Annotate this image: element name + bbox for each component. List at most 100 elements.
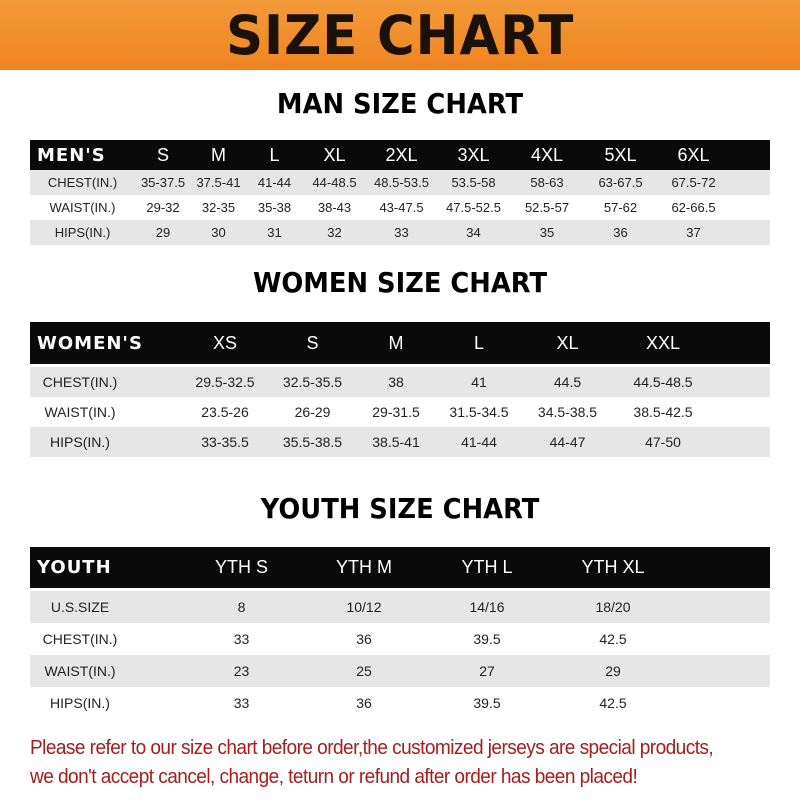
measurement-cell: 44.5-48.5 xyxy=(633,374,693,390)
size-chart-banner: SIZE CHART xyxy=(0,0,800,70)
measurement-cell: 41 xyxy=(471,374,487,390)
measurement-cell: 29 xyxy=(605,663,621,679)
measurement-cell: 35-38 xyxy=(257,200,292,215)
measurement-cell: 33 xyxy=(233,631,250,647)
measurement-cell: 35 xyxy=(539,225,555,240)
table-header-label: WOMEN'S xyxy=(37,332,143,354)
measurement-cell: 29 xyxy=(155,225,171,240)
row-label: HIPS(IN.) xyxy=(50,434,110,450)
measurement-cell: 14/16 xyxy=(469,599,505,615)
size-header: M xyxy=(211,144,226,165)
table-row: HIPS(IN.) 33-35.5 35.5-38.5 38.5-41 41-44 44-… xyxy=(30,427,770,457)
table-header-row: MEN'S S M L XL 2XL 3XL 4XL 5XL 6XL xyxy=(30,140,770,170)
measurement-cell: 25 xyxy=(356,663,372,679)
measurement-cell: 31 xyxy=(267,225,282,240)
row-label: WAIST(IN.) xyxy=(44,663,116,679)
banner-title: SIZE CHART xyxy=(225,3,575,67)
row-label: U.S.SIZE xyxy=(50,599,110,615)
row-label: CHEST(IN.) xyxy=(42,631,118,647)
measurement-cell: 10/12 xyxy=(346,599,382,615)
measurement-cell: 18/20 xyxy=(595,599,631,615)
measurement-cell: 29-31.5 xyxy=(372,404,420,420)
row-label: HIPS(IN.) xyxy=(54,225,111,240)
size-header: 6XL xyxy=(677,144,710,165)
row-label: WAIST(IN.) xyxy=(44,404,116,420)
measurement-cell: 47.5-52.5 xyxy=(446,200,501,215)
measurement-cell: 35.5-38.5 xyxy=(282,434,343,450)
measurement-cell: 27 xyxy=(479,663,495,679)
measurement-cell: 37 xyxy=(686,225,701,240)
measurement-cell: 8 xyxy=(237,599,246,615)
row-label: CHEST(IN.) xyxy=(42,374,118,390)
size-header: XXL xyxy=(645,332,681,353)
measurement-cell: 36 xyxy=(613,225,628,240)
measurement-cell: 29.5-32.5 xyxy=(195,374,255,390)
measurement-cell: 38.5-41 xyxy=(372,434,420,450)
measurement-cell: 26-29 xyxy=(294,404,331,420)
women-section-title: WOMEN SIZE CHART xyxy=(252,266,548,299)
measurement-cell: 34.5-38.5 xyxy=(537,404,598,420)
measurement-cell: 44.5 xyxy=(553,374,582,390)
size-header: M xyxy=(388,332,404,353)
size-header: YTH S xyxy=(214,557,268,577)
size-header: 5XL xyxy=(604,144,637,165)
women-size-table: WOMEN'S XS S M L XL XXL CHEST(IN.) 29.5-32.5 32.5… xyxy=(30,322,770,457)
measurement-cell: 36 xyxy=(356,695,372,711)
measurement-cell: 57-62 xyxy=(603,200,638,215)
measurement-cell: 62-66.5 xyxy=(671,200,716,215)
size-header: XS xyxy=(212,332,237,353)
measurement-cell: 33 xyxy=(394,225,409,240)
size-header: S xyxy=(156,144,169,165)
measurement-cell: 41-44 xyxy=(257,175,292,190)
table-header-row: WOMEN'S XS S M L XL XXL xyxy=(30,322,770,364)
measurement-cell: 47-50 xyxy=(645,434,681,450)
row-label: HIPS(IN.) xyxy=(50,695,110,711)
size-header: YTH L xyxy=(461,557,513,577)
measurement-cell: 38-43 xyxy=(317,200,352,215)
measurement-cell: 30 xyxy=(211,225,226,240)
table-row: CHEST(IN.) 33 36 39.5 42.5 xyxy=(30,623,770,655)
table-row: U.S.SIZE 8 10/12 14/16 18/20 xyxy=(30,591,770,623)
size-header: L xyxy=(473,332,484,353)
measurement-cell: 38 xyxy=(388,374,404,390)
measurement-cell: 36 xyxy=(356,631,372,647)
measurement-cell: 31.5-34.5 xyxy=(449,404,509,420)
table-row: CHEST(IN.) 35-37.5 37.5-41 41-44 44-48.5 48.5… xyxy=(30,170,770,195)
measurement-cell: 37.5-41 xyxy=(196,175,241,190)
measurement-cell: 32 xyxy=(327,225,342,240)
table-header-label: MEN'S xyxy=(37,144,106,166)
order-notice-line-1: Please refer to our size chart before or… xyxy=(30,736,714,759)
measurement-cell: 33-35.5 xyxy=(201,434,249,450)
measurement-cell: 44-47 xyxy=(549,434,586,450)
row-label: WAIST(IN.) xyxy=(49,200,116,215)
youth-section-title: YOUTH SIZE CHART xyxy=(260,492,540,525)
table-row: HIPS(IN.) 29 30 31 32 33 34 35 36 37 xyxy=(30,220,770,245)
size-header: XL xyxy=(323,144,346,165)
table-row: WAIST(IN.) 23.5-26 26-29 29-31.5 31.5-34.5 34… xyxy=(30,397,770,427)
measurement-cell: 63-67.5 xyxy=(598,175,643,190)
table-row: CHEST(IN.) 29.5-32.5 32.5-35.5 38 41 44.5 44.5… xyxy=(30,367,770,397)
measurement-cell: 41-44 xyxy=(461,434,497,450)
measurement-cell: 33 xyxy=(233,695,250,711)
measurement-cell: 52.5-57 xyxy=(524,200,570,215)
measurement-cell: 67.5-72 xyxy=(671,175,716,190)
measurement-cell: 42.5 xyxy=(599,631,627,647)
size-header: XL xyxy=(556,332,579,353)
measurement-cell: 32.5-35.5 xyxy=(282,374,343,390)
table-row: WAIST(IN.) 29-32 32-35 35-38 38-43 43-47.5 47.… xyxy=(30,195,770,220)
table-header-row: YOUTH YTH S YTH M YTH L YTH XL xyxy=(30,547,770,588)
men-size-table: MEN'S S M L XL 2XL 3XL 4XL 5XL 6XL CHEST(IN.) 35-37… xyxy=(30,140,770,245)
size-header: YTH M xyxy=(336,557,392,577)
youth-size-table: YOUTH YTH S YTH M YTH L YTH XL U.S.SIZE 8 10/12… xyxy=(30,547,770,719)
size-header: S xyxy=(306,332,319,353)
measurement-cell: 23.5-26 xyxy=(201,404,249,420)
measurement-cell: 23 xyxy=(233,663,250,679)
size-header: L xyxy=(269,144,280,165)
measurement-cell: 35-37.5 xyxy=(140,175,186,190)
order-notice-line-2: we don't accept cancel, change, teturn o… xyxy=(30,765,638,788)
measurement-cell: 42.5 xyxy=(599,695,627,711)
order-notice: Please refer to our size chart before or… xyxy=(30,733,737,791)
measurement-cell: 32-35 xyxy=(201,200,236,215)
table-row: WAIST(IN.) 23 25 27 29 xyxy=(30,655,770,687)
table-row: HIPS(IN.) 33 36 39.5 42.5 xyxy=(30,687,770,719)
